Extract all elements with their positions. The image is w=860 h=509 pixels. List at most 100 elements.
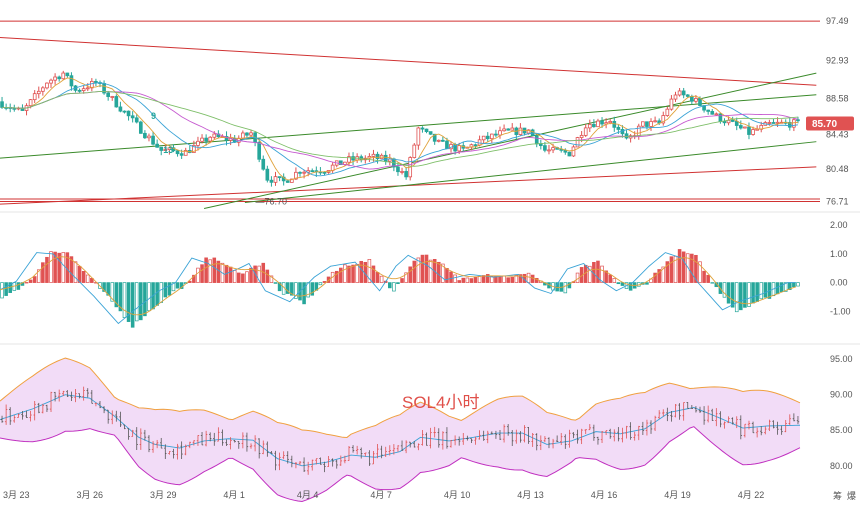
macd-histogram-bar [155, 282, 159, 306]
macd-histogram-bar [608, 274, 612, 283]
price-tick-label: 92.93 [826, 56, 849, 66]
macd-histogram-bar [453, 274, 457, 283]
macd-panel[interactable]: 2.00 1.00 0.00 -1.00 [0, 220, 860, 345]
candle-body [36, 90, 41, 95]
macd-histogram-bar [355, 263, 359, 283]
macd-histogram-bar [730, 282, 735, 308]
candle-body [526, 129, 531, 134]
macd-histogram-bar [404, 272, 408, 283]
macd-histogram-bar [134, 282, 139, 322]
candle-body [122, 110, 127, 113]
candle-body [32, 93, 37, 101]
candle-body [114, 96, 119, 108]
macd-histogram-bar [277, 282, 282, 292]
macd-histogram-bar [510, 276, 515, 283]
candle-body [257, 141, 262, 160]
macd-histogram-bar [265, 269, 270, 283]
band-tick-label: 90.00 [830, 390, 853, 400]
macd-histogram-bar [747, 282, 751, 307]
candle-body [126, 110, 131, 117]
candle-body [575, 137, 580, 148]
macd-histogram-bar [534, 277, 539, 283]
candle-body [485, 135, 490, 140]
candle-body [143, 132, 147, 139]
candle-body [649, 121, 653, 127]
macd-histogram-bar [792, 282, 796, 288]
candle-body [212, 133, 217, 138]
macd-histogram-bar [751, 282, 755, 304]
macd-histogram-bar [273, 282, 278, 284]
candle-body [743, 126, 747, 129]
candle-body [441, 139, 445, 142]
candle-body [775, 121, 780, 124]
candle-body [200, 137, 204, 142]
macd-histogram-bar [734, 282, 739, 313]
x-tick-label: 4月 19 [664, 490, 691, 500]
price-panel[interactable]: 97.49 92.93 88.58 84.43 80.48 76.71 85.70 —76.7… [0, 16, 860, 213]
macd-histogram-bar [514, 274, 519, 283]
macd-histogram-bar [726, 282, 731, 304]
macd-histogram-bar [645, 282, 649, 285]
macd-histogram-bar [249, 267, 253, 283]
macd-histogram-bar [400, 278, 404, 283]
candle-body [416, 127, 421, 146]
macd-histogram-bar [228, 266, 233, 283]
candle-body [538, 143, 543, 147]
candle-body [498, 130, 502, 136]
trend-line [244, 141, 817, 203]
candle-body [28, 99, 33, 107]
bollinger-middle-band [0, 394, 801, 467]
candle-body [183, 150, 188, 156]
macd-histogram-bar [665, 261, 670, 283]
macd-histogram-bar [118, 282, 123, 312]
candle-body [571, 146, 576, 157]
candle-body [432, 133, 437, 142]
candle-body [147, 135, 151, 139]
macd-tick-label: 2.00 [830, 220, 848, 230]
macd-histogram-bar [81, 270, 86, 283]
candle-body [65, 72, 70, 77]
candle-body [130, 115, 135, 119]
candle-body [694, 97, 698, 102]
candle-body [653, 120, 657, 123]
macd-histogram-bar [232, 270, 237, 283]
macd-dea-line [0, 256, 797, 316]
macd-histogram-bar [359, 260, 364, 283]
macd-histogram-bar [596, 260, 600, 283]
macd-histogram-bar [628, 282, 633, 291]
candle-body [241, 132, 245, 139]
macd-histogram-bar [779, 282, 784, 293]
candle-body [583, 127, 588, 136]
macd-histogram-bar [212, 257, 217, 283]
candle-body [673, 94, 678, 100]
footer-glyph-1[interactable]: 筹 [833, 490, 842, 501]
candle-body [245, 132, 249, 136]
candle-body [396, 166, 400, 173]
macd-histogram-bar [612, 278, 617, 283]
candle-body [436, 139, 441, 142]
candle-body [338, 160, 343, 165]
price-tick-label: 76.71 [826, 196, 849, 206]
current-price-badge [806, 116, 854, 131]
macd-histogram-bar [616, 282, 621, 285]
x-tick-label: 4月 13 [517, 490, 544, 500]
candle-body [118, 106, 123, 112]
candle-body [277, 176, 282, 179]
macd-histogram-bar [775, 282, 780, 295]
candle-body [404, 171, 408, 178]
candle-body [375, 153, 380, 160]
bollinger-panel[interactable]: 95.00 90.00 85.00 80.00 [0, 354, 853, 503]
macd-histogram-bar [147, 282, 151, 312]
candle-body [641, 121, 645, 127]
macd-histogram-bar [257, 265, 261, 283]
macd-histogram-bar [424, 254, 429, 283]
macd-histogram-bar [416, 257, 421, 283]
macd-histogram-bar [53, 251, 57, 283]
macd-histogram-bar [428, 259, 433, 283]
candle-body [273, 176, 278, 183]
candle-body [420, 127, 425, 130]
macd-histogram-bar [310, 282, 315, 296]
candle-body [445, 140, 449, 150]
footer-glyph-2[interactable]: 爆 [847, 490, 856, 501]
